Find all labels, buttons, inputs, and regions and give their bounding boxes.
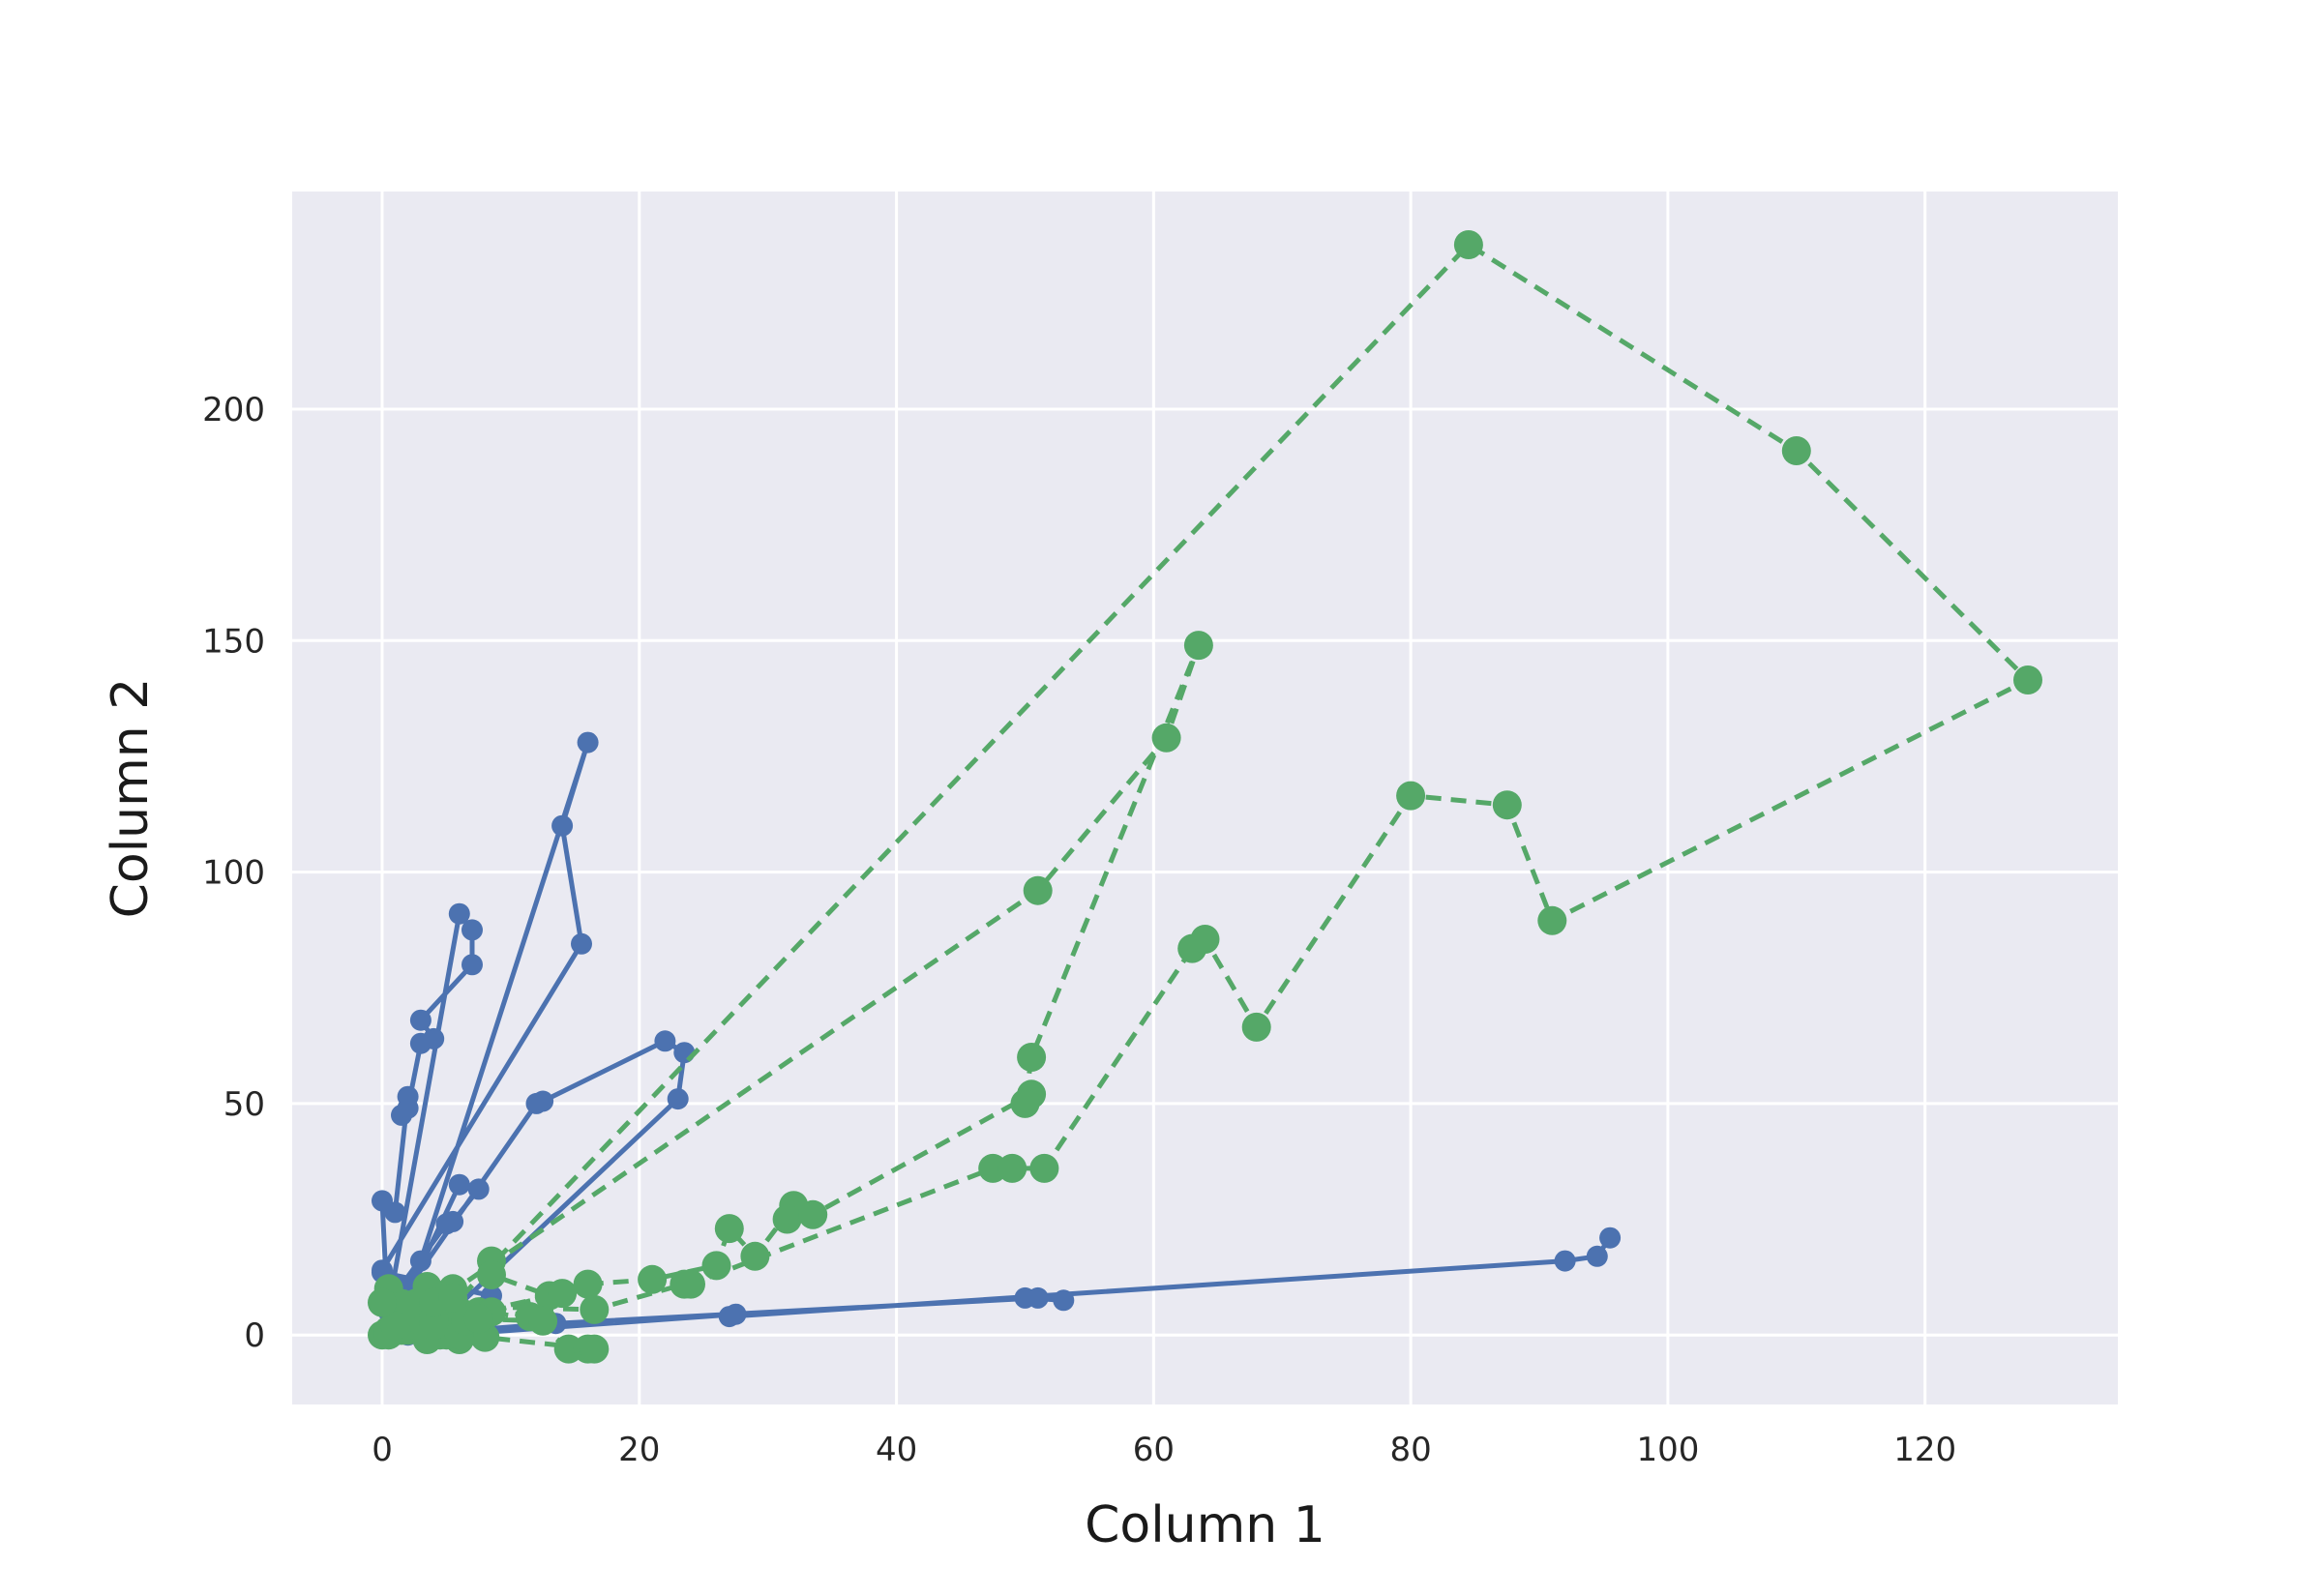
- series-2-point: [1453, 230, 1483, 259]
- x-tick-label: 20: [618, 1431, 660, 1469]
- y-tick-label: 0: [244, 1316, 265, 1355]
- series-2-point: [1017, 1043, 1047, 1072]
- series-2-point: [1537, 905, 1567, 935]
- series-2-point: [1190, 925, 1220, 954]
- series-2-point: [368, 1287, 397, 1317]
- series-2-point: [438, 1283, 468, 1313]
- x-tick-label: 80: [1389, 1431, 1431, 1469]
- series-2-point: [573, 1269, 603, 1299]
- series-1-point: [725, 1303, 747, 1325]
- series-2-point: [701, 1251, 731, 1281]
- series-2-point: [548, 1279, 578, 1309]
- plot-area: [292, 192, 2118, 1404]
- series-1-point: [409, 1009, 432, 1031]
- series-2-point: [463, 1304, 493, 1334]
- series-1-point: [1053, 1289, 1075, 1312]
- series-1-point: [654, 1030, 676, 1052]
- series-2-point: [580, 1334, 610, 1364]
- series-2-point: [1241, 1012, 1271, 1042]
- series-1-point: [673, 1042, 696, 1064]
- series-1-point: [467, 1178, 490, 1200]
- x-tick-label: 0: [372, 1431, 393, 1469]
- series-1-point: [409, 1250, 432, 1272]
- series-2-point: [714, 1214, 744, 1244]
- series-1-point: [1599, 1227, 1622, 1249]
- series-2-point: [1492, 790, 1522, 820]
- series-2-point: [1010, 1088, 1040, 1118]
- series-1-point: [1014, 1286, 1036, 1309]
- series-2: [368, 230, 2042, 1364]
- series-2-point: [1781, 436, 1811, 465]
- series-2-point: [997, 1153, 1027, 1183]
- x-tick-label: 60: [1133, 1431, 1175, 1469]
- series-1-point: [461, 954, 483, 976]
- series-1-point: [448, 1173, 470, 1196]
- series-1-point: [442, 1210, 464, 1232]
- series-1-point: [1586, 1245, 1608, 1267]
- series-1-point: [577, 731, 599, 754]
- series-1-point: [1554, 1250, 1576, 1272]
- series-layer: [368, 230, 2042, 1364]
- series-2-point: [1023, 875, 1053, 905]
- series-1-point: [525, 1092, 548, 1114]
- y-axis-label: Column 2: [102, 678, 160, 919]
- series-1-point: [551, 814, 574, 837]
- series-2-point: [393, 1290, 423, 1320]
- series-2-point: [419, 1311, 449, 1341]
- x-tick-label: 100: [1636, 1431, 1699, 1469]
- series-2-point: [1029, 1153, 1059, 1183]
- series-2-point: [477, 1260, 506, 1289]
- y-tick-label: 150: [202, 622, 265, 661]
- series-2-point: [528, 1306, 558, 1336]
- series-2-point: [380, 1311, 410, 1341]
- x-tick-label: 40: [876, 1431, 917, 1469]
- series-2-point: [772, 1204, 802, 1234]
- tick-labels: 0 20 40 60 80 100 120 0 50 100 150 200: [202, 391, 1956, 1469]
- series-1-point: [384, 1201, 406, 1224]
- y-tick-label: 50: [223, 1085, 265, 1124]
- series-2-point: [1396, 781, 1426, 811]
- series-2-point: [638, 1264, 668, 1294]
- series-1-point: [461, 919, 483, 941]
- series-2-point: [2013, 665, 2042, 695]
- series-2-point: [1151, 723, 1181, 753]
- series-2-point: [676, 1269, 705, 1299]
- series-2-point: [1183, 631, 1213, 661]
- series-2-point: [740, 1241, 770, 1271]
- series-1-point: [397, 1097, 419, 1119]
- series-1-point: [667, 1088, 689, 1110]
- series-2-point: [580, 1294, 610, 1324]
- x-axis-label: Column 1: [1085, 1496, 1325, 1554]
- series-1-point: [423, 1027, 445, 1049]
- series-1-point: [448, 902, 470, 925]
- x-tick-label: 120: [1893, 1431, 1956, 1469]
- series-1-point: [571, 932, 592, 955]
- y-tick-label: 100: [202, 854, 265, 893]
- y-tick-label: 200: [202, 391, 265, 429]
- series-2-point: [798, 1199, 828, 1229]
